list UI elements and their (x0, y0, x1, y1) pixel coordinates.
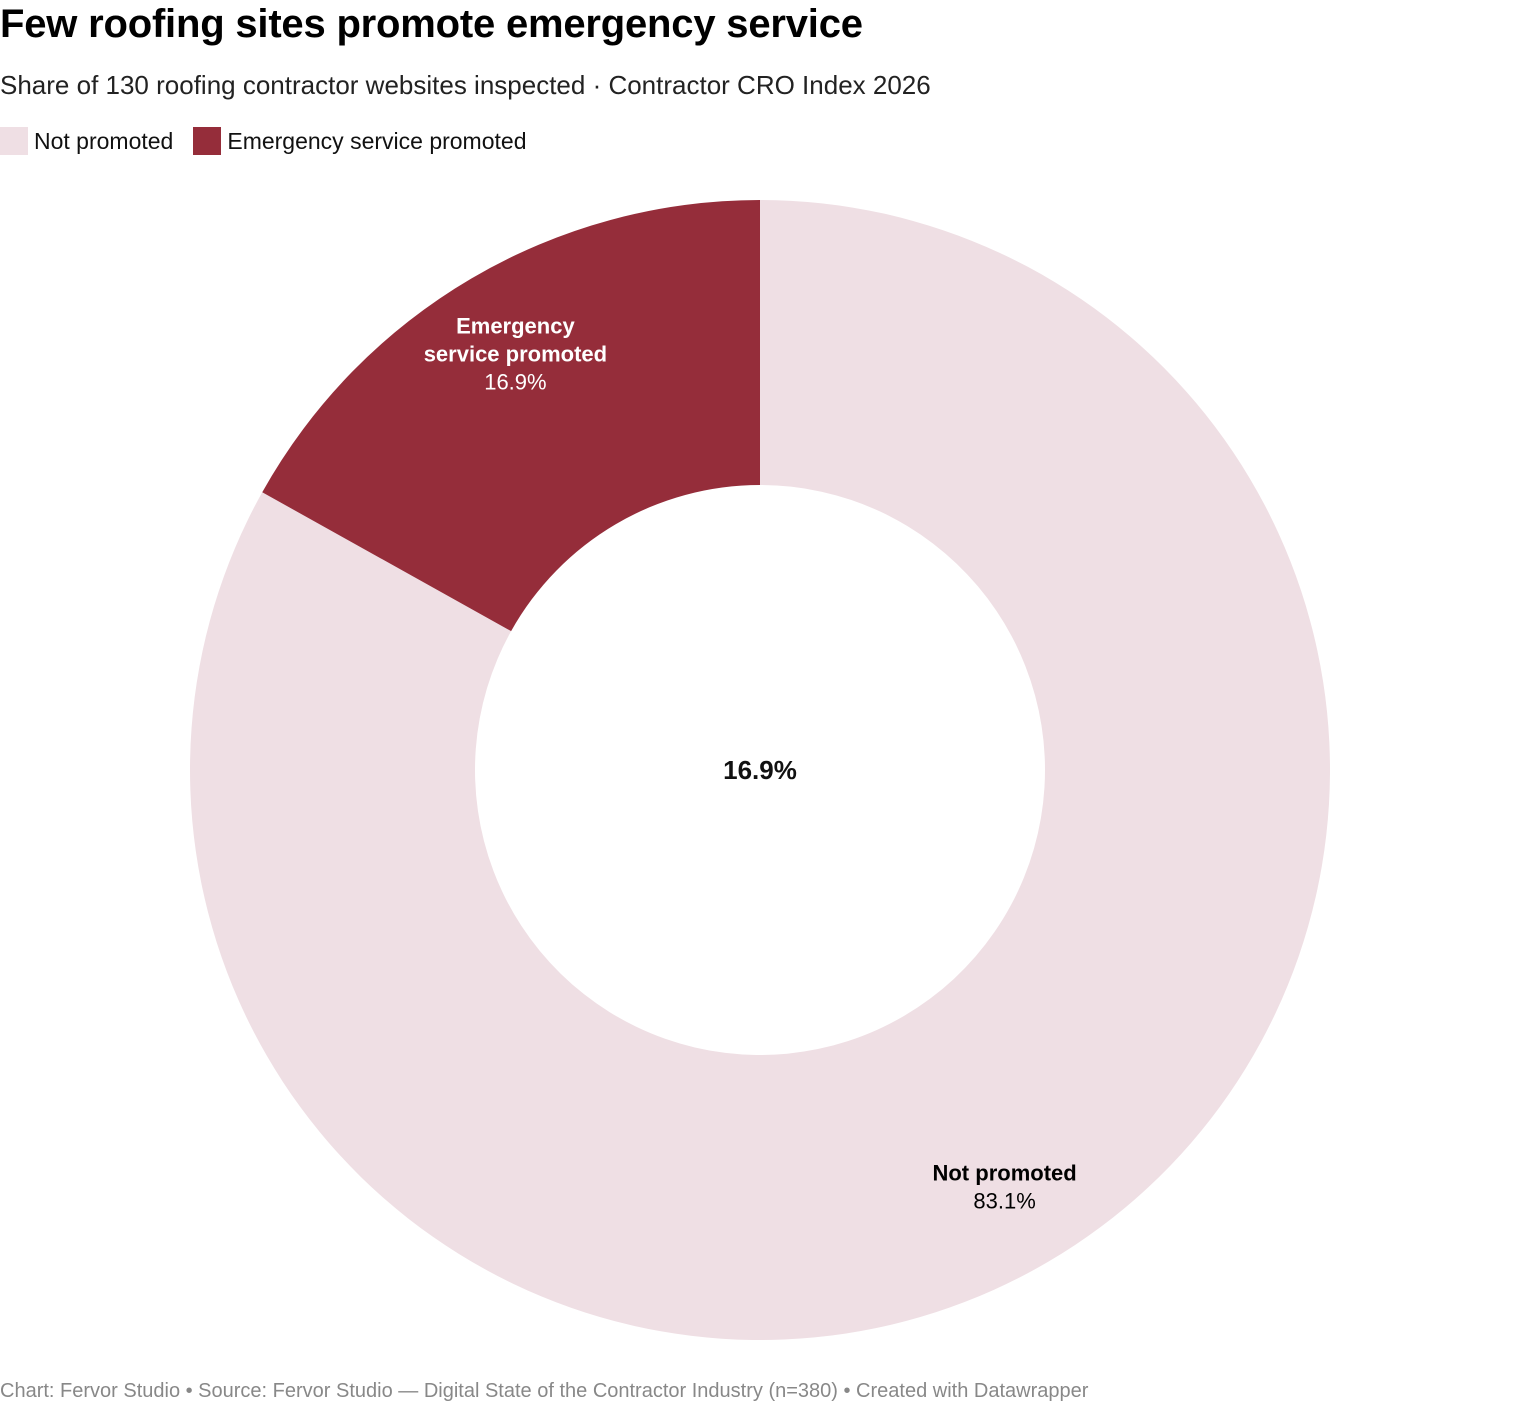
slice-name-not-promoted-0: Not promoted (932, 1161, 1076, 1186)
legend-item-emergency-service-promoted: Emergency service promoted (193, 127, 526, 155)
slice-label-emergency-service-promoted: Emergency service promoted 16.9% (424, 313, 607, 394)
legend-label-emergency-service-promoted: Emergency service promoted (227, 127, 527, 154)
slice-not-promoted (189, 200, 1330, 1340)
center-label: 16.9% (723, 755, 797, 785)
legend-swatch-emergency-service-promoted (193, 127, 222, 155)
slice-value-not-promoted: 83.1% (973, 1189, 1035, 1214)
legend-swatch-not-promoted (0, 127, 28, 155)
slice-name-emergency-service-promoted-0: Emergency (456, 313, 575, 338)
donut-chart: Not promoted 83.1% Emergency service promot… (189, 199, 1330, 1340)
legend: Not promoted Emergency service promoted (0, 127, 546, 155)
legend-item-not-promoted: Not promoted (0, 127, 173, 155)
slice-name-emergency-service-promoted-1: service promoted (424, 341, 607, 366)
legend-label-not-promoted: Not promoted (34, 127, 174, 154)
chart-subtitle: Share of 130 roofing contractor websites… (0, 70, 931, 100)
chart-title: Few roofing sites promote emergency serv… (0, 2, 863, 46)
slice-value-emergency-service-promoted: 16.9% (484, 369, 546, 394)
slice-label-not-promoted: Not promoted 83.1% (932, 1161, 1076, 1214)
chart-footer: Chart: Fervor Studio • Source: Fervor St… (0, 1380, 1089, 1402)
slice-emergency-service-promoted (262, 199, 760, 632)
